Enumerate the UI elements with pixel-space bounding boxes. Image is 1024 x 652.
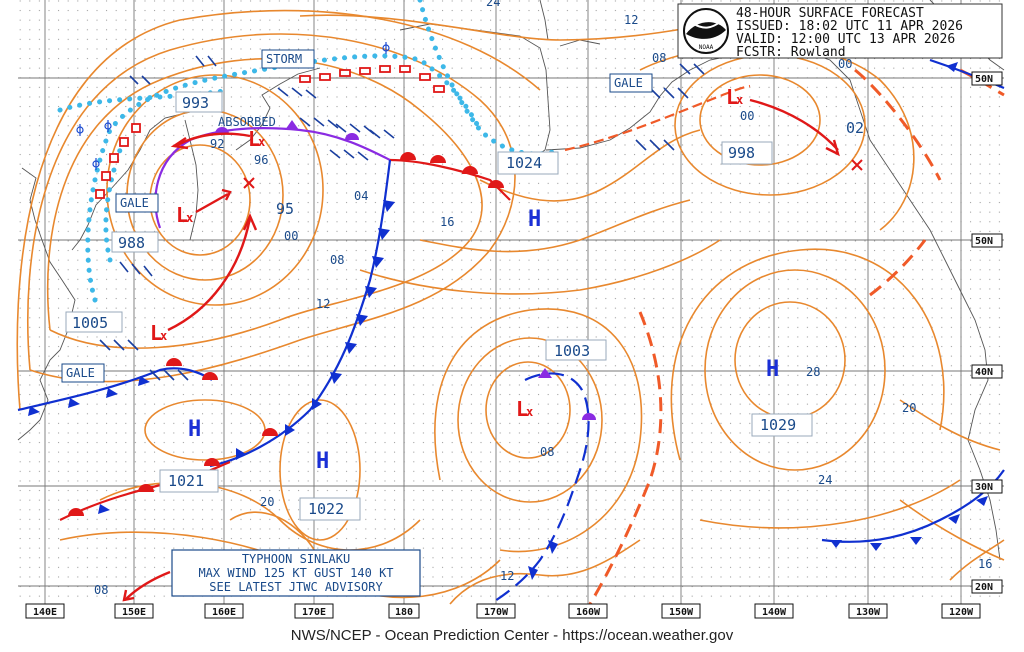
svg-text:16: 16 [440, 215, 454, 229]
svg-text:50N: 50N [975, 74, 993, 85]
center-value: 1005 [72, 314, 108, 332]
svg-text:40N: 40N [975, 367, 993, 378]
longitude-labels: 140E 150E 160E 170E 180 170W 160W 150W 1… [25, 603, 981, 619]
low-letter: L [248, 127, 260, 151]
header-title: 48-HOUR SURFACE FORECAST [736, 6, 924, 21]
svg-text:x: x [736, 93, 743, 107]
svg-text:08: 08 [652, 51, 666, 65]
svg-text:x: x [186, 211, 193, 225]
svg-text:130W: 130W [856, 607, 881, 618]
svg-text:16: 16 [978, 557, 992, 571]
center-value: 1003 [554, 342, 590, 360]
center-value: 988 [118, 234, 145, 252]
map-canvas: L x L x L x L x L x H H H H 993 92 96 95… [16, 0, 1005, 619]
svg-text:SEE LATEST JTWC ADVISORY: SEE LATEST JTWC ADVISORY [209, 580, 383, 594]
lat-lon-grid [18, 0, 1004, 604]
svg-text:12: 12 [624, 13, 638, 27]
header-block: NOAA 48-HOUR SURFACE FORECAST ISSUED: 18… [677, 3, 1003, 60]
svg-text:08: 08 [330, 253, 344, 267]
pressure-centers: L x L x L x L x L x H H H H [150, 85, 779, 474]
svg-text:08: 08 [540, 445, 554, 459]
svg-text:24: 24 [486, 0, 500, 9]
svg-text:08: 08 [94, 583, 108, 597]
low-center-998: L x [726, 85, 743, 109]
svg-text:12: 12 [500, 569, 514, 583]
gale-label: GALE [66, 366, 95, 380]
storm-label: STORM [266, 52, 302, 66]
isobars [16, 9, 1005, 605]
front-symbols [28, 62, 988, 580]
center-value: 998 [728, 144, 755, 162]
svg-text:20N: 20N [975, 582, 993, 593]
gale-label: GALE [120, 196, 149, 210]
center-value: 1021 [168, 472, 204, 490]
center-value: 02 [846, 119, 864, 137]
motion-arrows [122, 98, 840, 602]
svg-text:20: 20 [902, 401, 916, 415]
center-value: 1029 [760, 416, 796, 434]
svg-text:00: 00 [838, 57, 852, 71]
center-value: 1022 [308, 500, 344, 518]
low-letter: L [726, 85, 738, 109]
svg-text:MAX WIND 125 KT GUST 140 KT: MAX WIND 125 KT GUST 140 KT [198, 566, 393, 580]
svg-text:50N: 50N [975, 236, 993, 247]
svg-text:160E: 160E [212, 607, 236, 618]
low-x-marks [243, 159, 863, 189]
high-letter: H [316, 449, 329, 474]
svg-text:170W: 170W [484, 607, 509, 618]
center-value: 96 [254, 153, 268, 167]
noaa-logo: NOAA [683, 8, 729, 54]
ice-symbols [76, 42, 390, 170]
fronts [17, 58, 1005, 605]
storm-area [95, 65, 445, 199]
low-center-1005: L x [150, 321, 167, 345]
svg-text:160W: 160W [576, 607, 601, 618]
absorbed-label: ABSORBED [218, 115, 276, 129]
svg-text:04: 04 [354, 189, 368, 203]
low-letter: L [176, 203, 188, 227]
svg-text:x: x [526, 405, 533, 419]
svg-text:TYPHOON SINLAKU: TYPHOON SINLAKU [242, 552, 350, 566]
low-center-1003: L x [516, 397, 533, 421]
svg-text:20: 20 [260, 495, 274, 509]
gale-label: GALE [614, 76, 643, 90]
header-forecaster: FCSTR: Rowland [736, 45, 846, 60]
svg-text:24: 24 [818, 473, 832, 487]
svg-text:12: 12 [316, 297, 330, 311]
svg-text:x: x [160, 329, 167, 343]
svg-text:120W: 120W [949, 607, 974, 618]
svg-text:x: x [258, 135, 265, 149]
svg-text:180: 180 [395, 607, 413, 618]
svg-text:140W: 140W [762, 607, 787, 618]
center-value: 95 [276, 200, 294, 218]
header-issued: ISSUED: 18:02 UTC 11 APR 2026 [736, 19, 963, 34]
low-letter: L [150, 321, 162, 345]
svg-text:00: 00 [284, 229, 298, 243]
latitude-labels: 50N 50N 40N 30N 20N [971, 71, 1003, 594]
center-value: 1024 [506, 154, 542, 172]
svg-text:28: 28 [806, 365, 820, 379]
high-letter: H [528, 207, 541, 232]
svg-text:30N: 30N [975, 482, 993, 493]
low-center-988: L x [176, 203, 193, 227]
center-value: 92 [210, 137, 224, 151]
svg-text:170E: 170E [302, 607, 326, 618]
svg-text:150E: 150E [122, 607, 146, 618]
footer-credit: NWS/NCEP - Ocean Prediction Center - htt… [290, 627, 734, 644]
low-center-992: L x [248, 127, 265, 151]
center-value: 993 [182, 94, 209, 112]
typhoon-advisory: TYPHOON SINLAKU MAX WIND 125 KT GUST 140… [171, 549, 421, 597]
center-value-labels: 993 92 96 95 988 1005 1003 998 02 1024 1… [65, 91, 864, 521]
svg-text:140E: 140E [33, 607, 57, 618]
isobar-labels: 24 12 08 00 00 04 16 00 08 12 08 28 20 2… [94, 0, 992, 597]
svg-text:00: 00 [740, 109, 754, 123]
high-letter: H [766, 357, 779, 382]
high-letter: H [188, 417, 201, 442]
svg-text:NOAA: NOAA [699, 44, 714, 51]
low-letter: L [516, 397, 528, 421]
warning-labels: STORM GALE GALE GALE ABSORBED [61, 49, 653, 383]
header-valid: VALID: 12:00 UTC 13 APR 2026 [736, 32, 955, 47]
svg-text:150W: 150W [669, 607, 694, 618]
